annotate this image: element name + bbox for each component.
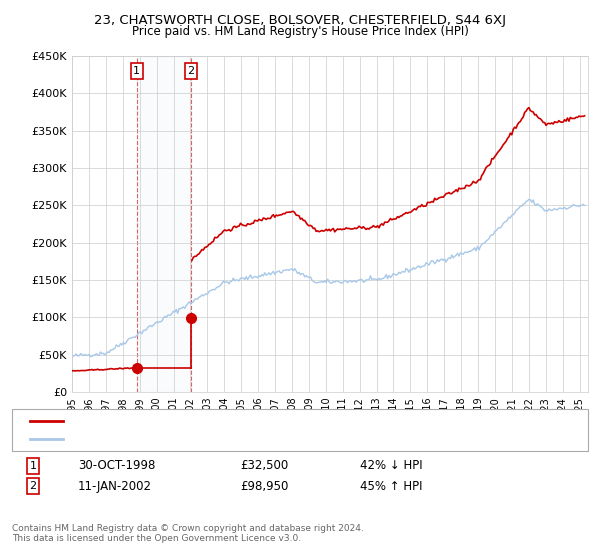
Text: £32,500: £32,500 — [240, 459, 288, 473]
Text: Price paid vs. HM Land Registry's House Price Index (HPI): Price paid vs. HM Land Registry's House … — [131, 25, 469, 38]
Text: 2: 2 — [29, 481, 37, 491]
Text: Contains HM Land Registry data © Crown copyright and database right 2024.
This d: Contains HM Land Registry data © Crown c… — [12, 524, 364, 543]
Text: 11-JAN-2002: 11-JAN-2002 — [78, 479, 152, 493]
Text: 30-OCT-1998: 30-OCT-1998 — [78, 459, 155, 473]
Text: 1: 1 — [29, 461, 37, 471]
Text: 23, CHATSWORTH CLOSE, BOLSOVER, CHESTERFIELD, S44 6XJ: 23, CHATSWORTH CLOSE, BOLSOVER, CHESTERF… — [94, 14, 506, 27]
Text: HPI: Average price, detached house, Bolsover: HPI: Average price, detached house, Bols… — [69, 434, 307, 444]
Text: 2: 2 — [187, 66, 194, 76]
Text: £98,950: £98,950 — [240, 479, 289, 493]
Bar — [137, 56, 191, 392]
Text: 1: 1 — [133, 66, 140, 76]
Text: 45% ↑ HPI: 45% ↑ HPI — [360, 479, 422, 493]
Text: 42% ↓ HPI: 42% ↓ HPI — [360, 459, 422, 473]
Text: 23, CHATSWORTH CLOSE, BOLSOVER, CHESTERFIELD, S44 6XJ (detached house): 23, CHATSWORTH CLOSE, BOLSOVER, CHESTERF… — [69, 416, 488, 426]
